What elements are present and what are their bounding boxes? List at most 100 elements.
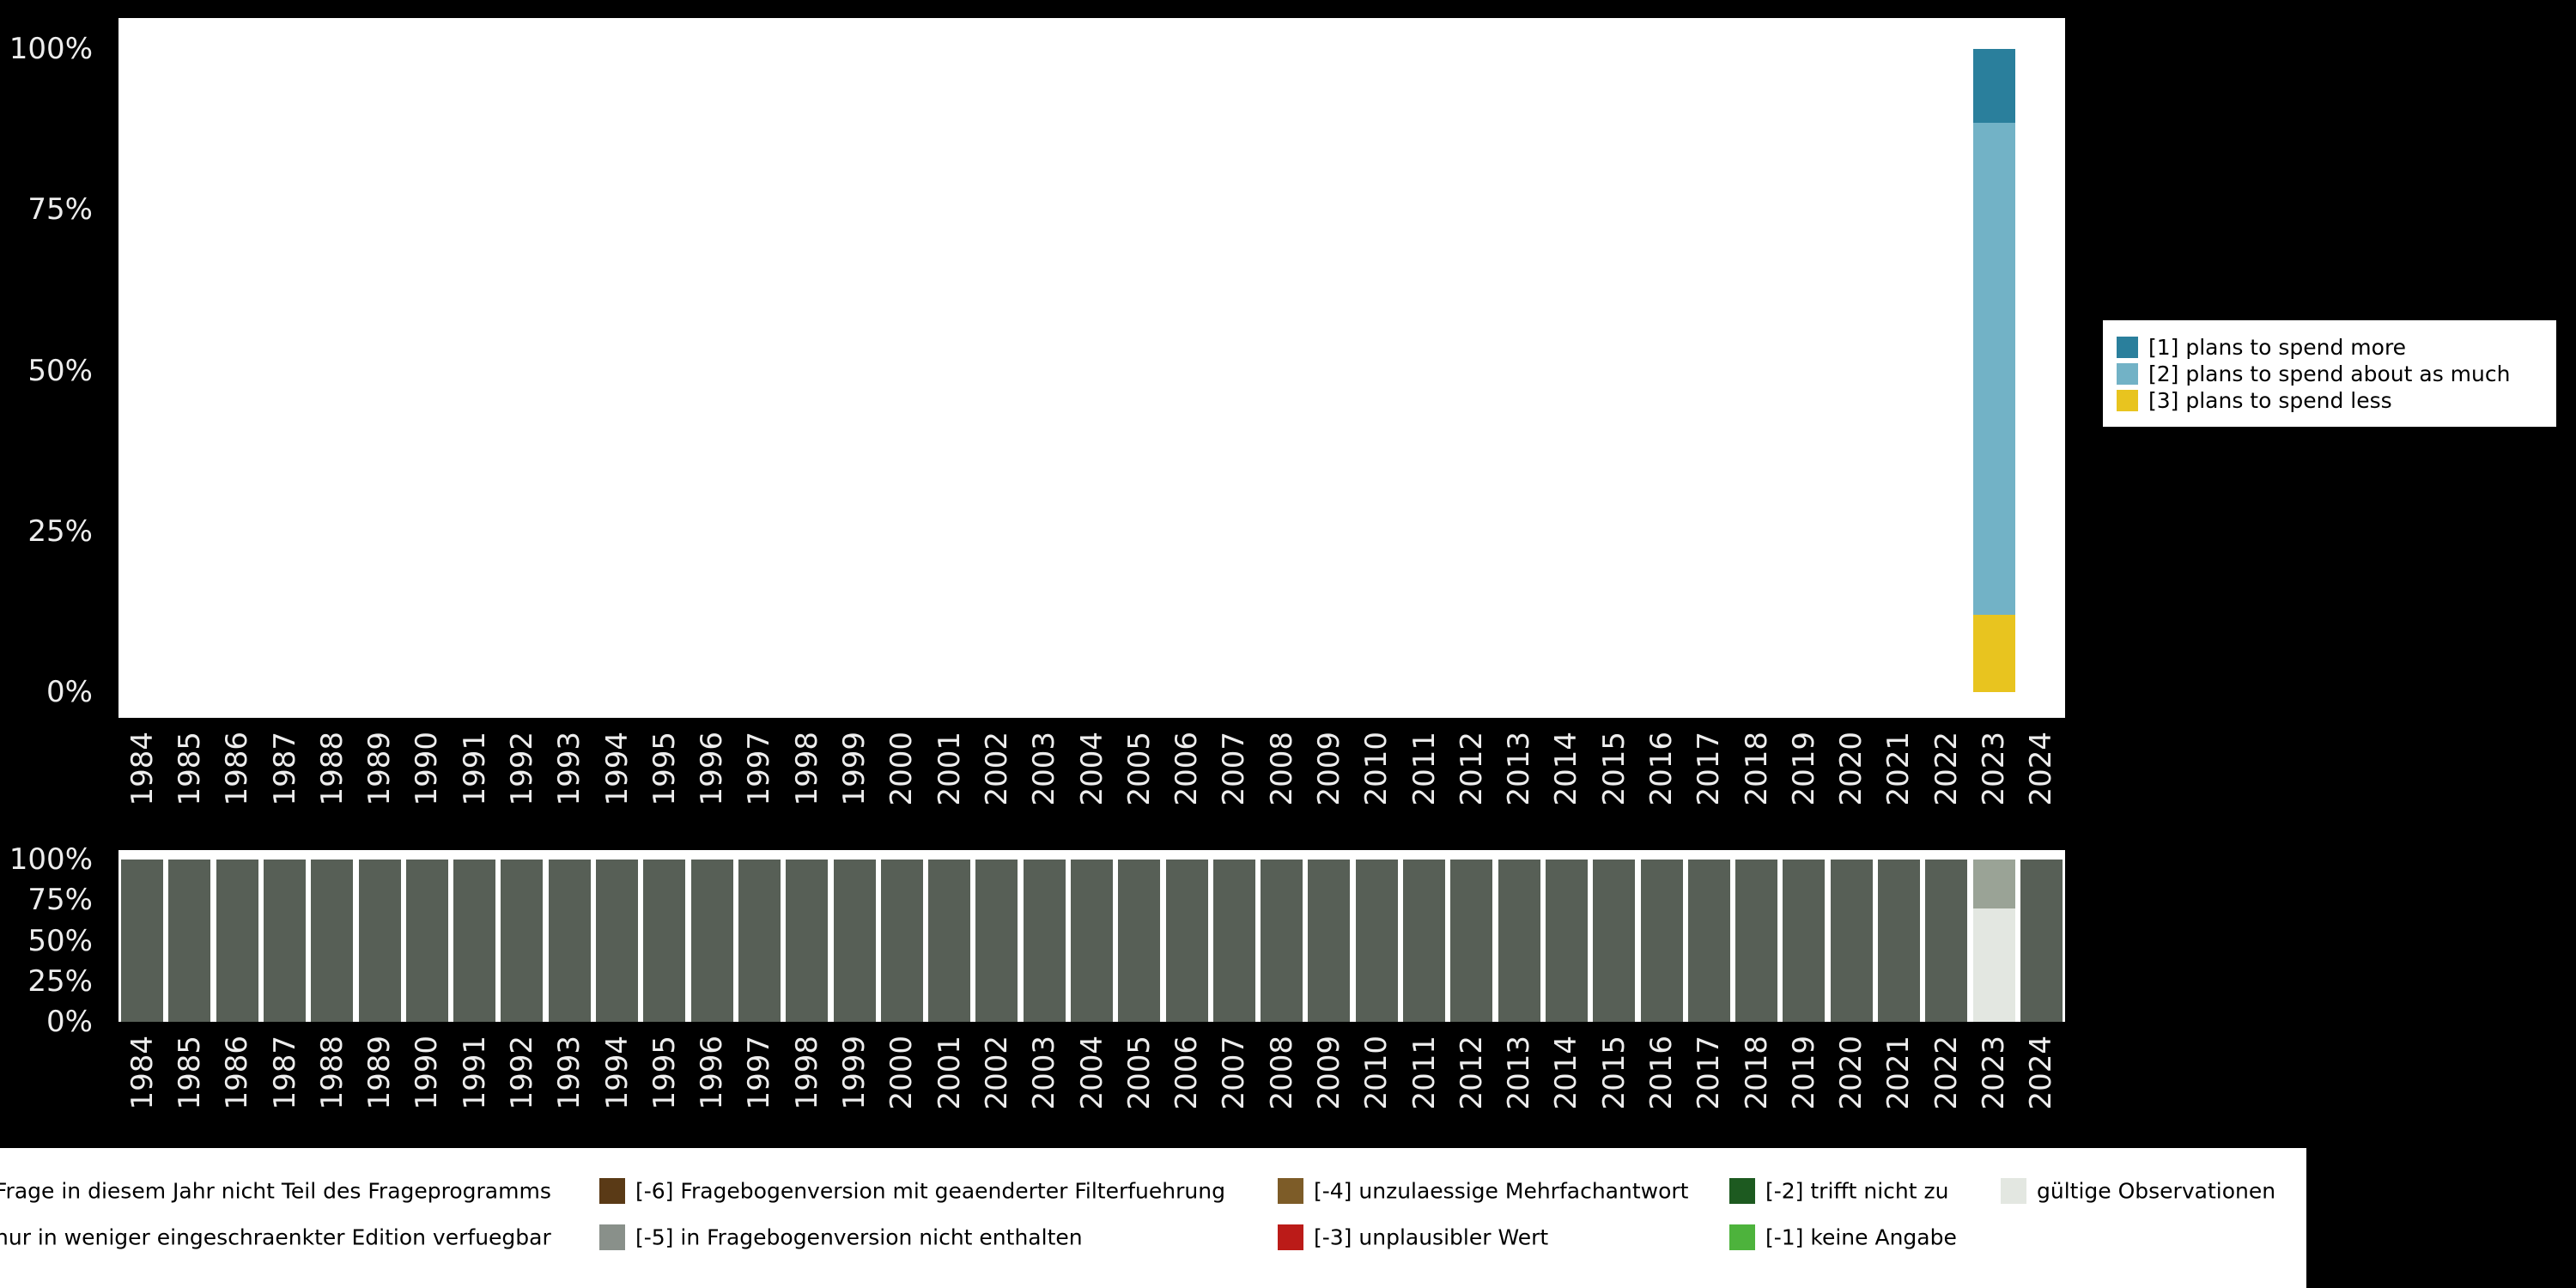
bottom-x-axis-tick-label: 2021 xyxy=(1881,1036,1917,1110)
bar-segment-1987 xyxy=(264,860,307,1022)
bar-segment-2006 xyxy=(1165,860,1208,1022)
legend-item-label: Frage in diesem Jahr nicht Teil des Frag… xyxy=(0,1178,551,1204)
bar-segment-2017 xyxy=(1687,860,1730,1022)
bottom-x-axis-tick-label: 2013 xyxy=(1502,1036,1537,1110)
top-x-axis-tick-label: 1988 xyxy=(314,732,349,806)
bottom-x-axis-tick-label: 1999 xyxy=(837,1036,872,1110)
top-x-axis-tick-label: 1987 xyxy=(267,732,302,806)
top-x-axis-tick-label: 2024 xyxy=(2024,732,2059,806)
bar-segment-2019 xyxy=(1783,860,1826,1022)
bar-segment-1991 xyxy=(453,860,496,1022)
bar-segment-2021 xyxy=(1877,860,1920,1022)
bar-segment-1984 xyxy=(121,860,164,1022)
legend-swatch-icon xyxy=(599,1224,625,1250)
bottom-x-axis-tick-label: 1995 xyxy=(647,1036,682,1110)
top-x-axis-tick-label: 2007 xyxy=(1217,732,1252,806)
top-x-axis-tick-label: 1995 xyxy=(647,732,682,806)
top-x-axis-tick-label: 2020 xyxy=(1834,732,1869,806)
bottom-x-axis-tick-label: 2011 xyxy=(1406,1036,1442,1110)
bar-segment-2001 xyxy=(928,860,971,1022)
legend-swatch-icon xyxy=(1729,1224,1755,1250)
legend-swatch-icon xyxy=(599,1178,625,1204)
bottom-y-axis-tick-label: 100% xyxy=(9,842,93,877)
bottom-x-axis-tick-label: 2012 xyxy=(1454,1036,1489,1110)
bar-segment-1996 xyxy=(690,860,733,1022)
bar-segment-1989 xyxy=(358,860,401,1022)
bottom-y-axis-tick-label: 0% xyxy=(46,1005,93,1039)
bottom-x-axis-tick-label: 1998 xyxy=(789,1036,824,1110)
bar-segment-2023 xyxy=(1972,615,2015,692)
bottom-x-axis-tick-label: 1991 xyxy=(457,1036,492,1110)
bottom-x-axis-tick-label: 2018 xyxy=(1739,1036,1774,1110)
bar-segment-1995 xyxy=(643,860,686,1022)
legend-swatch-icon xyxy=(2117,336,2138,358)
bottom-y-axis-tick-label: 50% xyxy=(27,923,93,958)
bottom-x-axis-tick-label: 2014 xyxy=(1549,1036,1584,1110)
legend-item: [2] plans to spend about as much xyxy=(2117,361,2511,386)
bar-segment-2016 xyxy=(1640,860,1683,1022)
top-x-axis-tick-label: 2022 xyxy=(1929,732,1964,806)
top-x-axis-tick-label: 1984 xyxy=(125,732,160,806)
top-x-axis-tick-label: 1985 xyxy=(172,732,207,806)
bottom-x-axis-tick-label: 2002 xyxy=(979,1036,1014,1110)
bar-segment-2015 xyxy=(1593,860,1636,1022)
top-x-axis-tick-label: 2006 xyxy=(1170,732,1205,806)
bar-segment-2008 xyxy=(1261,860,1303,1022)
bar-segment-1985 xyxy=(168,860,211,1022)
top-x-axis-tick-label: 2023 xyxy=(1977,732,2012,806)
bar-segment-2023 xyxy=(1972,860,2015,908)
bottom-x-axis-tick-label: 1989 xyxy=(362,1036,398,1110)
bottom-x-axis-tick-label: 2008 xyxy=(1264,1036,1299,1110)
bottom-x-axis-tick-label: 2001 xyxy=(932,1036,967,1110)
bar-segment-2011 xyxy=(1403,860,1446,1022)
bottom-x-axis-tick-label: 2019 xyxy=(1786,1036,1821,1110)
legend-swatch-icon xyxy=(2117,362,2138,385)
bar-segment-2010 xyxy=(1355,860,1398,1022)
bottom-x-axis-tick-label: 2009 xyxy=(1311,1036,1346,1110)
top-x-axis-tick-label: 2016 xyxy=(1644,732,1679,806)
top-x-axis-tick-label: 2008 xyxy=(1264,732,1299,806)
bar-segment-2012 xyxy=(1450,860,1493,1022)
top-x-axis-tick-label: 2001 xyxy=(932,732,967,806)
top-x-axis-tick-label: 1990 xyxy=(410,732,445,806)
bottom-x-axis-tick-label: 1992 xyxy=(504,1036,539,1110)
bottom-x-axis-tick-label: 1988 xyxy=(314,1036,349,1110)
bottom-x-axis-tick-label: 2005 xyxy=(1121,1036,1157,1110)
bar-segment-1992 xyxy=(501,860,544,1022)
top-x-axis-tick-label: 1993 xyxy=(552,732,587,806)
bottom-y-axis-tick-label: 75% xyxy=(27,883,93,918)
bar-segment-2005 xyxy=(1118,860,1161,1022)
bottom-x-axis-tick-label: 2023 xyxy=(1977,1036,2012,1110)
missing-codes-legend: Frage in diesem Jahr nicht Teil des Frag… xyxy=(0,1148,2306,1288)
bottom-x-axis-tick-label: 2022 xyxy=(1929,1036,1964,1110)
top-x-axis-tick-label: 2013 xyxy=(1502,732,1537,806)
top-y-axis-tick-label: 75% xyxy=(27,192,93,228)
bottom-x-axis-tick-label: 1997 xyxy=(742,1036,777,1110)
bottom-x-axis-tick-label: 2010 xyxy=(1359,1036,1394,1110)
top-x-axis-tick-label: 2018 xyxy=(1739,732,1774,806)
legend-swatch-icon xyxy=(1278,1178,1303,1204)
bar-segment-1986 xyxy=(216,860,258,1022)
bar-segment-2023 xyxy=(1972,123,2015,616)
top-y-axis-tick-label: 25% xyxy=(27,513,93,549)
top-x-axis-tick-label: 1986 xyxy=(220,732,255,806)
top-x-axis-tick-label: 2011 xyxy=(1406,732,1442,806)
top-x-axis-tick-label: 2015 xyxy=(1596,732,1631,806)
bottom-x-axis-tick-label: 1985 xyxy=(172,1036,207,1110)
top-x-axis-tick-label: 1996 xyxy=(695,732,730,806)
bottom-chart-plot-area xyxy=(118,850,2065,1022)
legend-item-label: [3] plans to spend less xyxy=(2148,387,2392,413)
bottom-x-axis-tick-label: 1996 xyxy=(695,1036,730,1110)
legend-item-label: [-4] unzulaessige Mehrfachantwort xyxy=(1314,1178,1689,1204)
legend-item-label: [2] plans to spend about as much xyxy=(2148,361,2511,386)
legend-item-label: [-3] unplausibler Wert xyxy=(1314,1224,1549,1250)
legend-item-label: gültige Observationen xyxy=(2037,1178,2276,1204)
top-x-axis-tick-label: 2014 xyxy=(1549,732,1584,806)
top-x-axis-tick-label: 1991 xyxy=(457,732,492,806)
legend-item-label: [-2] trifft nicht zu xyxy=(1765,1178,1949,1204)
top-y-axis-tick-label: 50% xyxy=(27,353,93,388)
bar-segment-1990 xyxy=(405,860,448,1022)
top-legend: [1] plans to spend more [2] plans to spen… xyxy=(2103,320,2556,427)
legend-swatch-icon xyxy=(2001,1178,2026,1204)
bar-segment-2023 xyxy=(1972,49,2015,124)
